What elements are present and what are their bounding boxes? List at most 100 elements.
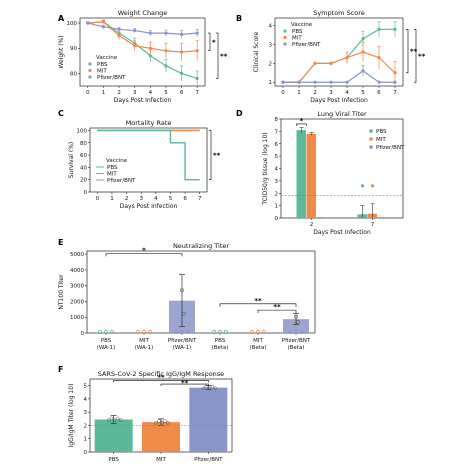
x-tick-label: PBS (101, 338, 112, 344)
data-point (393, 27, 397, 31)
x-tick-label: (Beta) (288, 345, 305, 351)
data-point (148, 54, 152, 58)
data-point (136, 330, 140, 334)
data-point (210, 384, 215, 389)
data-point (160, 421, 164, 425)
y-tick-label: 5 (84, 384, 88, 390)
data-point (262, 330, 266, 334)
bar (94, 419, 133, 452)
data-point (313, 61, 317, 65)
data-point (109, 416, 114, 421)
x-tick-label: 5 (164, 90, 168, 96)
data-point (213, 386, 218, 391)
data-point (148, 330, 152, 334)
legend-swatch (369, 129, 373, 133)
significance-label: ** (254, 297, 262, 305)
y-tick-label: 0 (81, 331, 85, 337)
y-tick-label: 5000 (70, 252, 84, 258)
significance-bracket (105, 253, 183, 257)
data-point (179, 71, 184, 76)
legend-entry: PBS (107, 165, 118, 171)
significance-label: * (142, 246, 146, 254)
data-point (297, 80, 301, 84)
y-tick-label: 6 (275, 142, 279, 148)
x-tick-label: 5 (361, 90, 365, 96)
data-point (86, 21, 90, 25)
legend-entry: Pfizer/BNT (107, 178, 136, 184)
data-point (179, 32, 184, 36)
y-tick-label: 7 (275, 129, 279, 135)
data-point (195, 31, 199, 35)
data-point (106, 418, 111, 422)
x-tick-label: (Beta) (250, 345, 267, 351)
x-tick-label: 2 (313, 90, 317, 96)
data-point (377, 27, 381, 31)
significance-bracket (209, 130, 212, 180)
y-tick-label: 0 (275, 216, 279, 222)
significance-bracket (219, 303, 297, 307)
y-tick-label: 1 (84, 437, 88, 443)
data-point (179, 50, 184, 54)
y-tick-label: 0 (84, 450, 88, 456)
significance-label: ** (157, 373, 165, 381)
significance-label: ** (273, 303, 281, 311)
data-point (101, 25, 106, 29)
x-tick-label: 2 (310, 222, 314, 228)
y-axis-label: Weight (%) (58, 35, 65, 68)
data-point (154, 421, 158, 425)
y-tick-label: 80 (70, 71, 77, 77)
data-point (133, 28, 137, 33)
x-tick-label: 5 (169, 196, 173, 202)
legend-entry: MIT (97, 69, 107, 75)
data-point (110, 330, 114, 334)
x-axis-label: Days Post Infection (313, 229, 371, 236)
bar (283, 319, 309, 333)
data-point (204, 384, 209, 389)
data-point (300, 330, 304, 334)
x-tick-label: (Beta) (212, 345, 229, 351)
legend-entry: PBS (292, 29, 303, 35)
y-tick-label: 8 (275, 117, 279, 123)
data-point (377, 80, 381, 84)
data-point (180, 288, 184, 293)
bar (306, 133, 316, 218)
x-tick-label: Pfizer/BNT (282, 338, 311, 344)
y-tick-label: 60 (80, 153, 87, 159)
data-point (195, 76, 199, 81)
legend-swatch (88, 68, 92, 73)
chart-title: Mortality Rate (126, 119, 172, 127)
data-point (361, 69, 365, 73)
significance-bracket (216, 32, 219, 79)
legend-title: Vaccine (106, 158, 128, 164)
axes-frame (86, 250, 316, 334)
chart-title: Weight Change (118, 9, 168, 17)
y-tick-label: 3000 (70, 284, 84, 290)
data-point (207, 386, 212, 391)
x-tick-label: 7 (195, 90, 199, 96)
series-line (87, 22, 198, 35)
x-axis-label: Days Post Infection (114, 97, 172, 104)
data-point (157, 419, 161, 423)
legend-entry: MIT (376, 137, 386, 143)
x-tick-label: 1 (102, 90, 106, 96)
y-axis-label: IgG/IgM Titer (log 10) (68, 384, 75, 448)
y-tick-label: 4000 (70, 268, 84, 274)
legend-swatch (283, 35, 287, 40)
data-point (224, 330, 228, 334)
significance-bracket (406, 29, 409, 74)
data-point (142, 330, 146, 334)
x-tick-label: 7 (198, 196, 202, 202)
y-tick-label: 2000 (70, 299, 84, 305)
significance-label: ** (181, 379, 189, 387)
panel-label: F (58, 365, 63, 374)
y-tick-label: 3 (84, 410, 88, 416)
x-tick-label: PBS (108, 457, 119, 463)
significance-label: ** (213, 152, 221, 160)
data-point (115, 416, 120, 421)
y-tick-label: 2 (269, 61, 273, 67)
significance-label: * (212, 38, 216, 46)
legend-title: Vaccine (291, 22, 313, 28)
x-tick-label: 3 (133, 90, 137, 96)
data-point (281, 80, 285, 84)
panel-label: B (236, 14, 242, 23)
